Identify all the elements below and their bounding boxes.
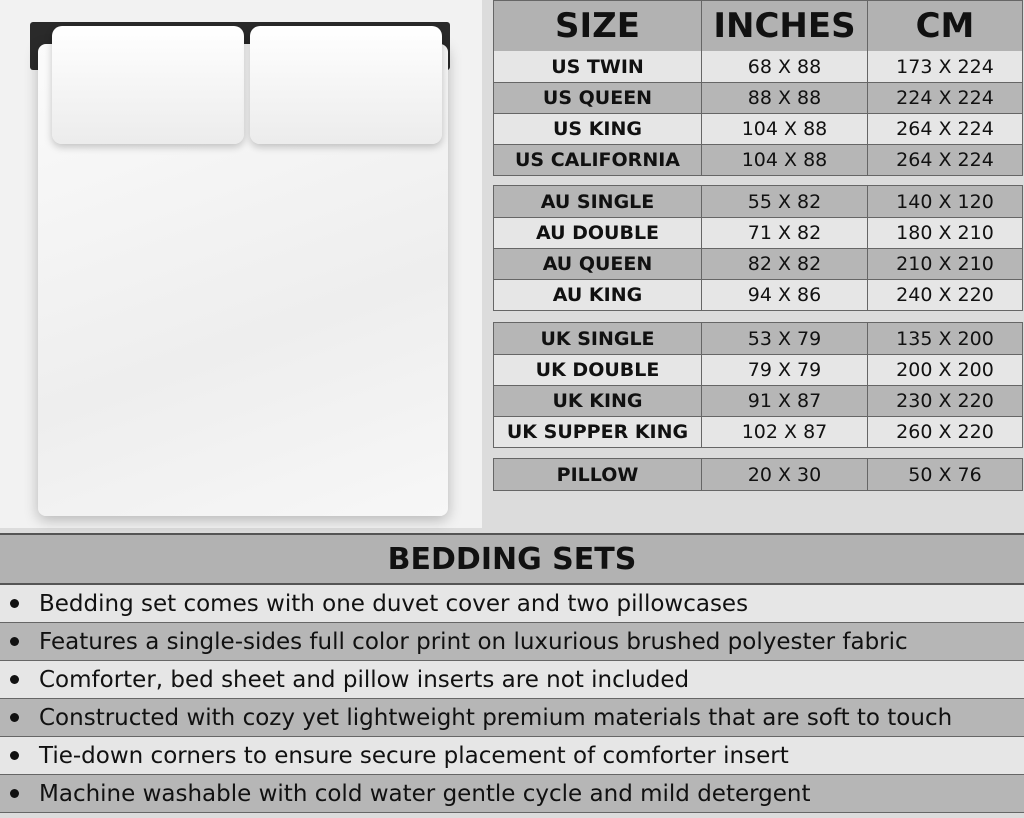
feature-item: Bedding set comes with one duvet cover a… — [0, 585, 1024, 623]
cell-cm: 173 X 224 — [867, 51, 1022, 82]
feature-text: Tie-down corners to ensure secure placem… — [39, 742, 789, 769]
cell-inches: 53 X 79 — [701, 323, 867, 354]
bedding-product-image — [0, 0, 482, 528]
cell-inches: 104 X 88 — [701, 114, 867, 144]
cell-size: UK DOUBLE — [535, 359, 660, 381]
bullet-icon — [10, 751, 19, 760]
size-table-au: AU SINGLE 55 X 82 140 X 120 AU DOUBLE 71 X 8… — [493, 185, 1023, 311]
feature-text: Comforter, bed sheet and pillow inserts … — [39, 666, 690, 693]
feature-item: Machine washable with cold water gentle … — [0, 775, 1024, 813]
cell-size: UK KING — [552, 390, 643, 412]
cell-inches: 82 X 82 — [701, 249, 867, 279]
pillow-right — [250, 26, 442, 144]
cell-cm: 230 X 220 — [867, 386, 1022, 416]
table-row: UK DOUBLE 79 X 79 200 X 200 — [494, 354, 1022, 385]
bedding-sets-section: BEDDING SETS Bedding set comes with one … — [0, 533, 1024, 813]
cell-size: US CALIFORNIA — [515, 149, 680, 171]
table-row: US TWIN 68 X 88 173 X 224 — [494, 51, 1022, 82]
cell-size: US QUEEN — [542, 87, 653, 109]
cell-cm: 240 X 220 — [867, 280, 1022, 310]
cell-cm: 180 X 210 — [867, 218, 1022, 248]
cell-inches: 20 X 30 — [701, 459, 867, 490]
size-table-us: SIZE INCHES CM US TWIN 68 X 88 173 X 224 US… — [493, 0, 1023, 176]
cell-cm: 264 X 224 — [867, 145, 1022, 175]
cell-size: UK SINGLE — [540, 327, 655, 350]
table-row: US CALIFORNIA 104 X 88 264 X 224 — [494, 144, 1022, 175]
cell-inches: 68 X 88 — [701, 51, 867, 82]
header-size: SIZE — [554, 6, 641, 46]
table-row: AU QUEEN 82 X 82 210 X 210 — [494, 248, 1022, 279]
table-row: AU SINGLE 55 X 82 140 X 120 — [494, 186, 1022, 217]
cell-cm: 135 X 200 — [867, 323, 1022, 354]
header-cm: CM — [867, 1, 1022, 51]
cell-cm: 264 X 224 — [867, 114, 1022, 144]
cell-inches: 91 X 87 — [701, 386, 867, 416]
cell-inches: 104 X 88 — [701, 145, 867, 175]
cell-size: US KING — [552, 118, 643, 140]
cell-inches: 102 X 87 — [701, 417, 867, 447]
table-header: SIZE INCHES CM — [494, 1, 1022, 51]
table-row: AU DOUBLE 71 X 82 180 X 210 — [494, 217, 1022, 248]
bullet-icon — [10, 675, 19, 684]
cell-cm: 210 X 210 — [867, 249, 1022, 279]
cell-size: AU SINGLE — [540, 190, 655, 213]
bullet-icon — [10, 713, 19, 722]
cell-size: US TWIN — [551, 55, 644, 78]
cell-size: PILLOW — [556, 463, 639, 486]
feature-text: Machine washable with cold water gentle … — [39, 780, 811, 807]
cell-cm: 50 X 76 — [867, 459, 1022, 490]
cell-size: UK SUPPER KING — [506, 421, 689, 443]
cell-cm: 140 X 120 — [867, 186, 1022, 217]
table-row: UK SINGLE 53 X 79 135 X 200 — [494, 323, 1022, 354]
bullet-icon — [10, 637, 19, 646]
bullet-icon — [10, 599, 19, 608]
feature-item: Tie-down corners to ensure secure placem… — [0, 737, 1024, 775]
header-inches: INCHES — [701, 1, 867, 51]
cell-inches: 94 X 86 — [701, 280, 867, 310]
cell-cm: 200 X 200 — [867, 355, 1022, 385]
bedding-sets-title: BEDDING SETS — [0, 535, 1024, 585]
table-row: US KING 104 X 88 264 X 224 — [494, 113, 1022, 144]
table-row: AU KING 94 X 86 240 X 220 — [494, 279, 1022, 310]
feature-text: Bedding set comes with one duvet cover a… — [39, 590, 749, 617]
table-row: PILLOW 20 X 30 50 X 76 — [494, 459, 1022, 490]
feature-item: Constructed with cozy yet lightweight pr… — [0, 699, 1024, 737]
cell-cm: 224 X 224 — [867, 83, 1022, 113]
cell-inches: 71 X 82 — [701, 218, 867, 248]
size-table-pillow: PILLOW 20 X 30 50 X 76 — [493, 458, 1023, 491]
cell-inches: 79 X 79 — [701, 355, 867, 385]
feature-item: Features a single-sides full color print… — [0, 623, 1024, 661]
feature-item: Comforter, bed sheet and pillow inserts … — [0, 661, 1024, 699]
pillow-left — [52, 26, 244, 144]
cell-size: AU QUEEN — [542, 253, 653, 275]
size-table-uk: UK SINGLE 53 X 79 135 X 200 UK DOUBLE 79 X 7… — [493, 322, 1023, 448]
bullet-icon — [10, 789, 19, 798]
cell-inches: 55 X 82 — [701, 186, 867, 217]
cell-inches: 88 X 88 — [701, 83, 867, 113]
cell-cm: 260 X 220 — [867, 417, 1022, 447]
table-row: UK KING 91 X 87 230 X 220 — [494, 385, 1022, 416]
table-row: US QUEEN 88 X 88 224 X 224 — [494, 82, 1022, 113]
table-row: UK SUPPER KING 102 X 87 260 X 220 — [494, 416, 1022, 447]
feature-text: Constructed with cozy yet lightweight pr… — [39, 704, 953, 731]
cell-size: AU KING — [552, 284, 643, 306]
cell-size: AU DOUBLE — [535, 222, 660, 244]
feature-text: Features a single-sides full color print… — [39, 628, 908, 655]
